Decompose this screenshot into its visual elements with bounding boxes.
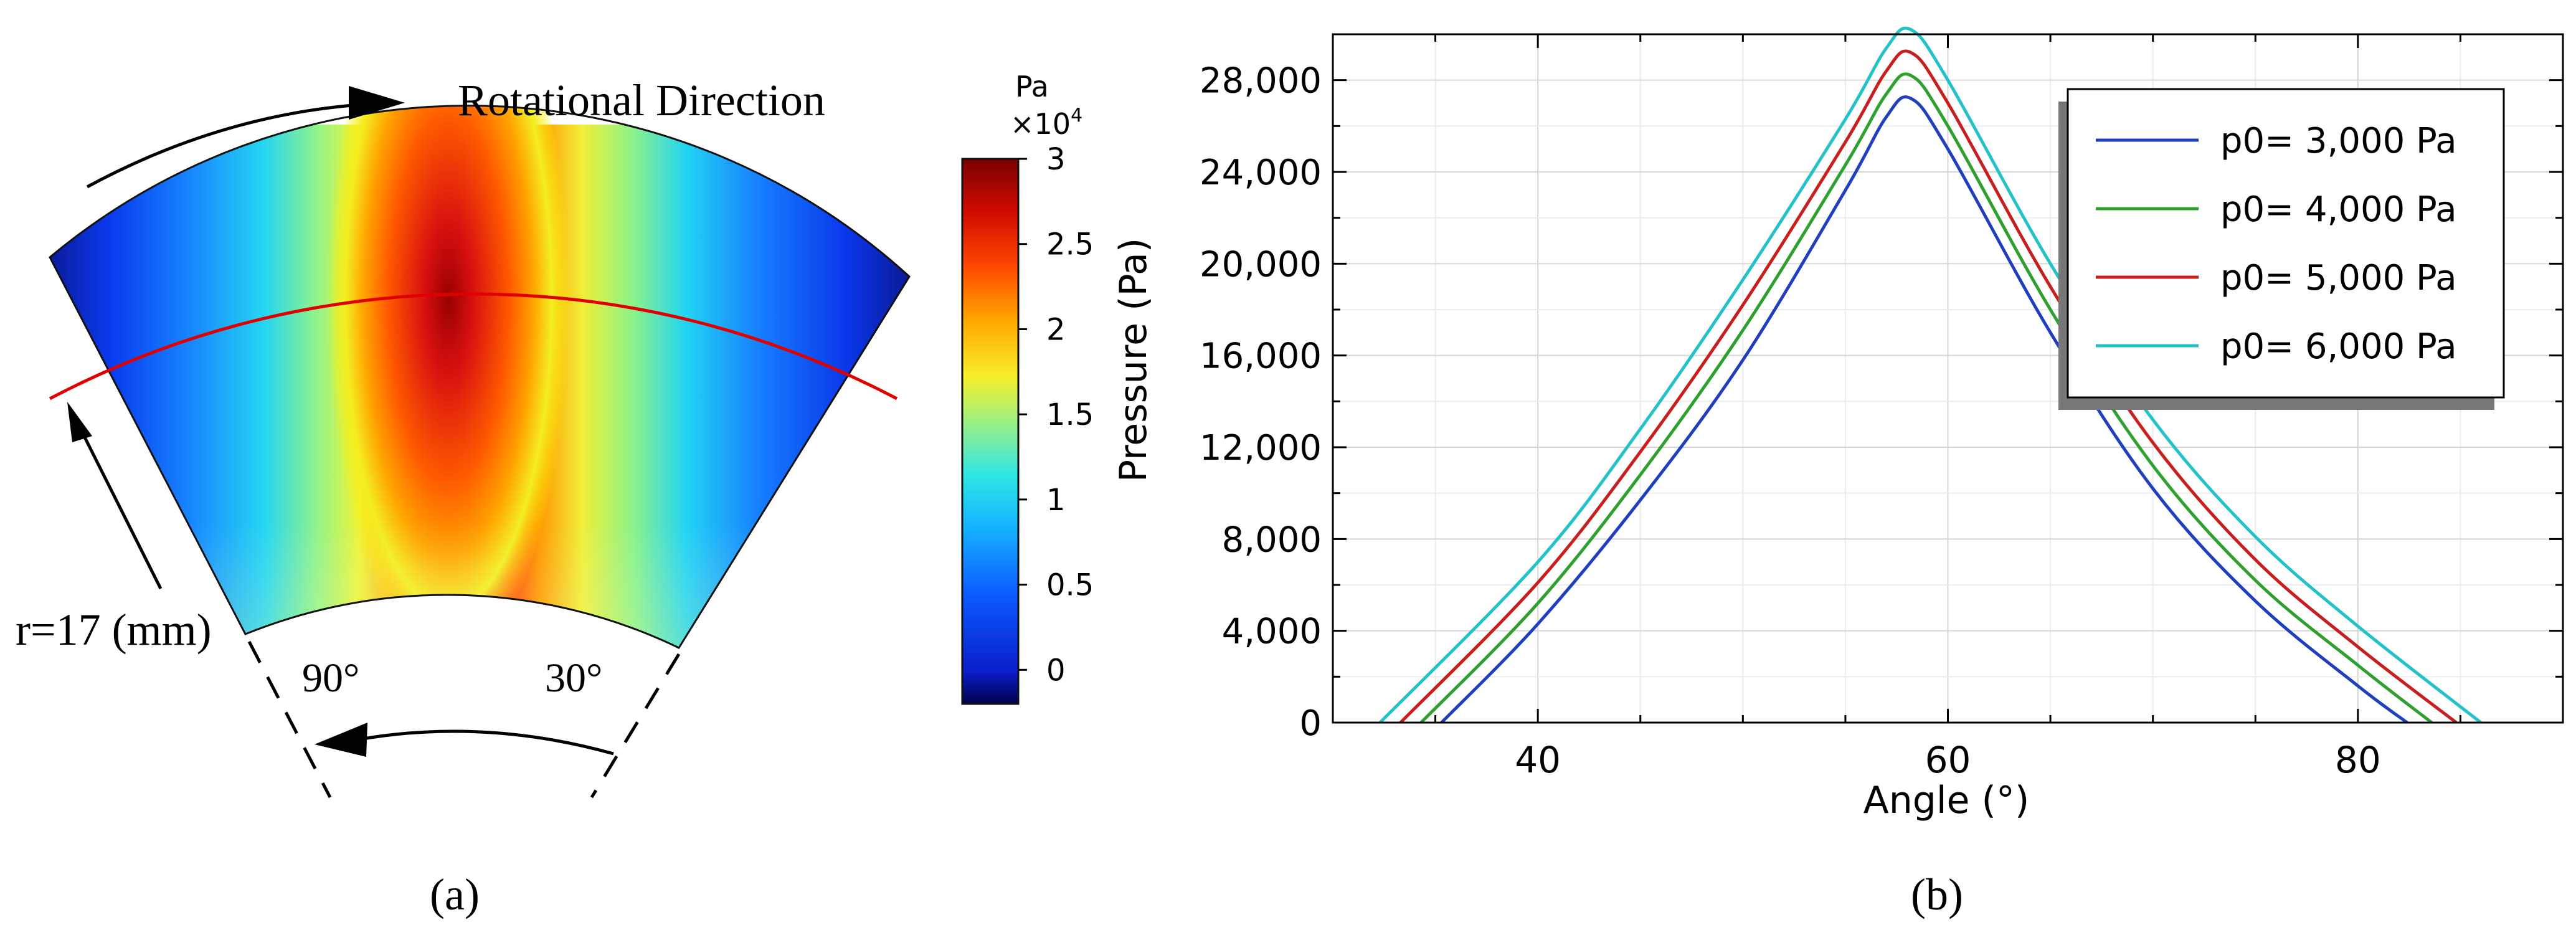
radius-arrowhead-icon bbox=[67, 402, 92, 442]
colorbar-multiplier: ×104 bbox=[1010, 105, 1082, 141]
colorbar-tick-label: 3 bbox=[1046, 142, 1066, 177]
legend-label: p0= 5,000 Pa bbox=[2220, 258, 2457, 298]
legend-label: p0= 6,000 Pa bbox=[2220, 326, 2457, 367]
series-line-2 bbox=[1419, 72, 2433, 724]
plot-ticks: 40 60 80 0 4,000 8,000 12,000 16,000 20,000 24,00… bbox=[1200, 33, 2563, 781]
series-line-3 bbox=[1399, 49, 2458, 724]
colorbar-tick-label: 2.5 bbox=[1046, 227, 1094, 262]
caption-b: (b) bbox=[1911, 870, 1963, 919]
legend: p0= 3,000 Pa p0= 4,000 Pa p0= 5,000 Pa p0= … bbox=[2058, 88, 2505, 410]
colorbar-tick-label: 0.5 bbox=[1046, 568, 1094, 603]
y-tick-label: 20,000 bbox=[1200, 244, 1322, 285]
colorbar-tick-label: 2 bbox=[1046, 312, 1066, 347]
dashed-boundary-right bbox=[590, 653, 681, 799]
angle-arrowhead-icon bbox=[315, 723, 367, 757]
legend-entries: p0= 3,000 Pa p0= 4,000 Pa p0= 5,000 Pa p0= … bbox=[2096, 121, 2457, 367]
colorbar-tick-label: 1 bbox=[1046, 483, 1066, 518]
angle-left-label: 90° bbox=[302, 655, 359, 701]
caption-a: (a) bbox=[430, 870, 480, 919]
plot-series bbox=[1378, 26, 2482, 724]
y-tick-label: 0 bbox=[1299, 703, 1322, 744]
y-tick-label: 8,000 bbox=[1222, 520, 1322, 560]
colorbar-tick-label: 1.5 bbox=[1046, 397, 1094, 432]
radius-line bbox=[49, 292, 898, 401]
dashed-boundary-left bbox=[247, 640, 332, 799]
x-tick-label: 60 bbox=[1925, 739, 1971, 781]
panel-a: Rotational Direction r=17 (mm) 90° 30° P… bbox=[16, 70, 1155, 919]
colorbar-unit: Pa bbox=[1015, 70, 1049, 103]
rotation-label: Rotational Direction bbox=[458, 75, 825, 125]
colorbar-ticks: 3 2.5 2 1.5 1 0.5 0 bbox=[1018, 142, 1094, 688]
panel-b: 40 60 80 0 4,000 8,000 12,000 16,000 20,000 24,00… bbox=[1200, 26, 2564, 919]
y-tick-label: 28,000 bbox=[1200, 61, 1322, 102]
x-tick-label: 80 bbox=[2335, 739, 2381, 781]
x-axis-label: Angle (°) bbox=[1863, 779, 2030, 822]
y-tick-label: 12,000 bbox=[1200, 428, 1322, 468]
x-tick-label: 40 bbox=[1515, 739, 1561, 781]
angle-right-label: 30° bbox=[545, 655, 602, 701]
series-line-1 bbox=[1440, 95, 2408, 724]
colorbar-tick-label: 0 bbox=[1046, 653, 1066, 688]
sector-outline bbox=[49, 105, 911, 649]
legend-label: p0= 4,000 Pa bbox=[2220, 189, 2457, 230]
y-tick-label: 16,000 bbox=[1200, 336, 1322, 377]
legend-label: p0= 3,000 Pa bbox=[2220, 121, 2457, 161]
y-tick-label: 24,000 bbox=[1200, 153, 1322, 193]
radius-arrow-icon bbox=[79, 429, 163, 590]
colorbar: Pa ×104 3 2.5 2 1.5 1 0.5 0 Pressure (Pa) bbox=[961, 70, 1155, 705]
y-tick-label: 4,000 bbox=[1222, 612, 1322, 652]
radius-label: r=17 (mm) bbox=[16, 605, 212, 655]
colorbar-gradient bbox=[961, 158, 1020, 705]
rotation-arrowhead-icon bbox=[349, 86, 405, 120]
colorbar-label: Pressure (Pa) bbox=[1112, 238, 1155, 482]
angle-arrow-icon bbox=[348, 729, 614, 756]
series-line-4 bbox=[1378, 26, 2482, 724]
